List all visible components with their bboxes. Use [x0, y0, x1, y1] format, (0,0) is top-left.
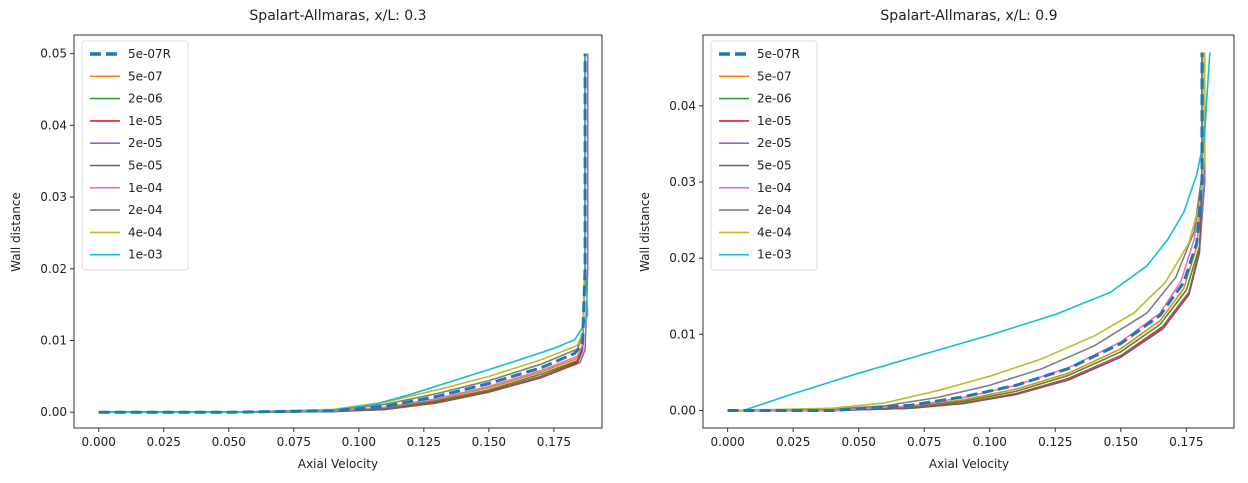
x-tick-label: 0.050 [842, 435, 876, 449]
legend-label: 1e-04 [128, 181, 163, 195]
x-tick-label: 0.125 [407, 435, 441, 449]
legend: 5e-07R 5e-07 2e-06 1e-05 2e-05 5e-05 1e-04 2e-0… [81, 40, 189, 271]
plot-area [98, 53, 589, 414]
y-axis: 0.00 0.01 0.02 0.03 0.04 [669, 99, 703, 417]
x-tick-label: 0.000 [710, 435, 744, 449]
x-tick-label: 0.000 [82, 435, 116, 449]
x-tick-label: 0.100 [973, 435, 1007, 449]
legend-label: 5e-07R [757, 47, 800, 61]
legend: 5e-07R 5e-07 2e-06 1e-05 2e-05 5e-05 1e-04 2e-0… [710, 40, 818, 271]
legend-label: 1e-03 [128, 248, 163, 262]
legend-label: 4e-04 [128, 225, 163, 239]
axes-frame [73, 34, 603, 429]
x-tick-label: 0.150 [472, 435, 506, 449]
legend-label: 1e-04 [757, 181, 792, 195]
legend-label: 1e-05 [128, 114, 163, 128]
x-tick-label: 0.100 [342, 435, 376, 449]
y-axis: 0.00 0.01 0.02 0.03 0.04 0.05 [40, 47, 74, 419]
y-tick-label: 0.04 [669, 99, 696, 113]
legend-label: 1e-05 [757, 114, 792, 128]
legend-label: 4e-04 [757, 225, 792, 239]
x-axis: 0.000 0.025 0.050 0.075 0.100 0.125 0.150 0.175 [82, 428, 571, 449]
series-line-5e-05 [727, 52, 1203, 412]
x-tick-label: 0.025 [147, 435, 181, 449]
plot-area [727, 52, 1211, 412]
chart-left: Spalart-Allmaras, x/L: 0.3 0.000 0.025 0.0… [9, 8, 603, 471]
legend-label: 2e-04 [128, 203, 163, 217]
legend-label: 2e-06 [757, 92, 792, 106]
y-tick-label: 0.00 [669, 403, 696, 417]
x-tick-label: 0.125 [1038, 435, 1072, 449]
y-axis-label: Wall distance [638, 192, 652, 272]
y-tick-label: 0.01 [40, 334, 67, 348]
x-tick-label: 0.025 [776, 435, 810, 449]
legend-label: 5e-07 [128, 69, 163, 83]
x-tick-label: 0.150 [1104, 435, 1138, 449]
y-tick-label: 0.04 [40, 118, 67, 132]
x-tick-label: 0.175 [537, 435, 571, 449]
x-tick-label: 0.075 [907, 435, 941, 449]
legend-label: 1e-03 [757, 248, 792, 262]
y-axis-label: Wall distance [9, 192, 23, 272]
series-line-5e-07R [98, 53, 587, 414]
y-tick-label: 0.03 [669, 175, 696, 189]
chart-right: Spalart-Allmaras, x/L: 0.9 0.000 0.025 0.0… [638, 8, 1235, 471]
y-tick-label: 0.00 [40, 405, 67, 419]
series-line-5e-07R [727, 52, 1204, 412]
series-line-4e-04 [727, 52, 1206, 412]
legend-label: 2e-06 [128, 92, 163, 106]
legend-label: 5e-05 [128, 159, 163, 173]
y-tick-label: 0.05 [40, 47, 67, 61]
legend-label: 2e-04 [757, 203, 792, 217]
legend-label: 2e-05 [757, 136, 792, 150]
legend-label: 5e-07 [757, 69, 792, 83]
y-tick-label: 0.01 [669, 327, 696, 341]
x-axis-label: Axial Velocity [298, 457, 378, 471]
y-tick-label: 0.02 [669, 251, 696, 265]
y-tick-label: 0.03 [40, 190, 67, 204]
legend-label: 5e-07R [128, 47, 171, 61]
chart-title: Spalart-Allmaras, x/L: 0.9 [880, 8, 1057, 24]
axes-frame [702, 34, 1235, 429]
chart-title: Spalart-Allmaras, x/L: 0.3 [249, 8, 426, 24]
x-tick-label: 0.050 [212, 435, 246, 449]
x-tick-label: 0.075 [277, 435, 311, 449]
x-axis-label: Axial Velocity [929, 457, 1009, 471]
legend-label: 5e-05 [757, 159, 792, 173]
legend-label: 2e-05 [128, 136, 163, 150]
y-tick-label: 0.02 [40, 262, 67, 276]
x-axis: 0.000 0.025 0.050 0.075 0.100 0.125 0.150 0.175 [710, 428, 1203, 449]
x-tick-label: 0.175 [1169, 435, 1203, 449]
